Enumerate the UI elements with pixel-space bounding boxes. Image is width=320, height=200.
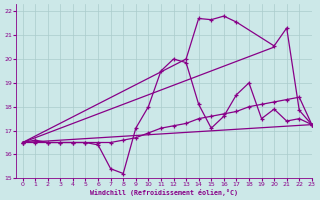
X-axis label: Windchill (Refroidissement éolien,°C): Windchill (Refroidissement éolien,°C) [90, 189, 238, 196]
